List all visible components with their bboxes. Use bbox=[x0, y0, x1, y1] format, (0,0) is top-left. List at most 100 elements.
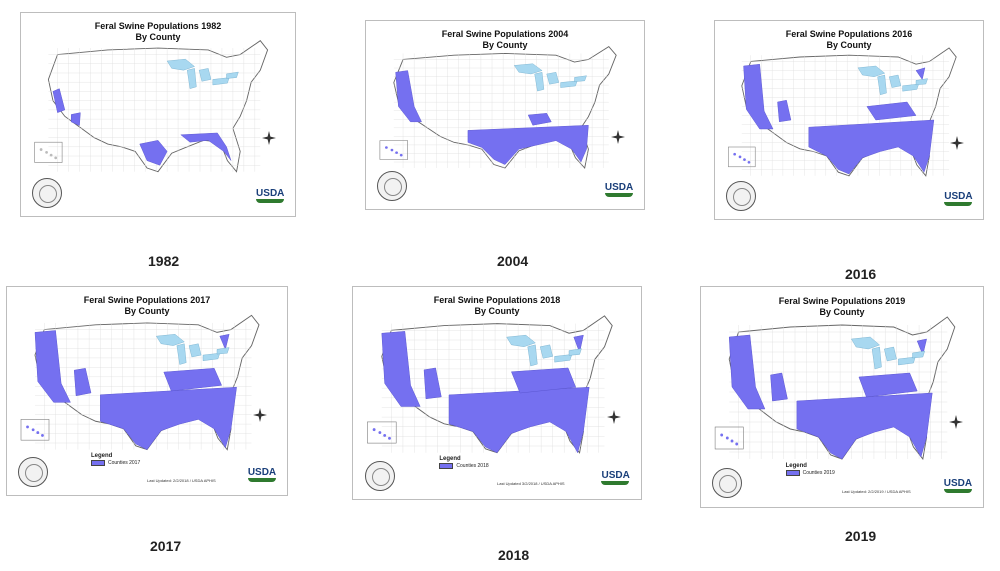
great-lake bbox=[851, 336, 880, 350]
great-lake bbox=[202, 352, 221, 361]
swine-presence-region bbox=[866, 101, 917, 121]
year-label-2004: 2004 bbox=[497, 253, 529, 269]
swine-presence-region bbox=[52, 88, 66, 113]
great-lake bbox=[539, 344, 553, 359]
legend-item-label: Counties 2018 bbox=[456, 463, 489, 470]
swine-presence-region bbox=[527, 113, 552, 126]
swine-presence-region bbox=[180, 132, 232, 161]
map-panel-2016: Feral Swine Populations 2016 By County U… bbox=[714, 20, 984, 220]
map-panel-2004: Feral Swine Populations 2004 By County U… bbox=[365, 20, 645, 210]
us-map-1982 bbox=[34, 40, 269, 173]
swine-presence-region bbox=[34, 330, 71, 403]
year-label-2017: 2017 bbox=[150, 538, 182, 554]
swine-presence-region bbox=[777, 99, 792, 123]
legend-swatch bbox=[785, 470, 800, 477]
hawaii-island bbox=[45, 150, 48, 154]
hawaii-island bbox=[378, 431, 382, 434]
map-subtitle: By County bbox=[826, 39, 872, 50]
year-label-2018: 2018 bbox=[498, 547, 530, 563]
great-lake bbox=[902, 83, 919, 92]
swine-presence-region bbox=[511, 367, 577, 394]
great-lake bbox=[546, 72, 559, 85]
great-lake bbox=[912, 350, 925, 359]
great-lake bbox=[216, 347, 230, 355]
us-map-2004 bbox=[379, 46, 617, 169]
legend-title: Legend bbox=[91, 452, 113, 459]
great-lake bbox=[560, 80, 578, 88]
hawaii-island bbox=[54, 156, 58, 160]
year-label-2019: 2019 bbox=[845, 528, 877, 544]
hawaii-island bbox=[41, 434, 44, 437]
great-lake bbox=[527, 344, 538, 367]
legend-title: Legend bbox=[785, 463, 807, 470]
map-legend: Legend Counties 2017 bbox=[91, 453, 140, 466]
swine-presence-region bbox=[73, 368, 92, 397]
legend-item-label: Counties 2019 bbox=[802, 470, 835, 477]
usda-logo: USDA bbox=[944, 191, 973, 209]
last-updated-note: Last Updated: 2/2/2018 / USDA APHIS bbox=[147, 477, 216, 483]
map-panel-1982: Feral Swine Populations 1982 By County U… bbox=[20, 12, 296, 217]
great-lake bbox=[534, 72, 545, 92]
legend-swatch bbox=[439, 463, 454, 470]
map-legend: Legend Counties 2018 bbox=[439, 456, 489, 470]
swine-presence-region bbox=[423, 367, 442, 400]
aphis-seal bbox=[18, 456, 49, 487]
us-map-2018 bbox=[367, 315, 613, 454]
swine-presence-region bbox=[858, 372, 918, 398]
great-lake bbox=[554, 354, 573, 363]
great-lake bbox=[506, 334, 536, 347]
map-panel-2017: Feral Swine Populations 2017 By County L… bbox=[6, 286, 288, 496]
legend-title: Legend bbox=[439, 456, 461, 463]
aphis-seal bbox=[31, 177, 62, 208]
map-title: Feral Swine Populations 2017 By County bbox=[7, 295, 287, 317]
aphis-seal bbox=[364, 460, 395, 491]
usda-logo: USDA bbox=[247, 467, 276, 485]
swine-presence-region bbox=[915, 67, 926, 81]
great-lake bbox=[212, 77, 230, 86]
hawaii-island bbox=[743, 158, 746, 161]
hawaii-island bbox=[31, 428, 35, 432]
hawaii-inset bbox=[367, 421, 397, 444]
hawaii-island bbox=[26, 425, 29, 429]
us-map-2019 bbox=[714, 316, 956, 461]
map-subtitle: By County bbox=[124, 306, 170, 317]
great-lake bbox=[898, 356, 916, 366]
hawaii-island bbox=[395, 151, 398, 154]
map-title-text: Feral Swine Populations 2017 bbox=[83, 295, 211, 306]
last-updated-note: Last Updated: 2/2/2019 / USDA APHIS bbox=[842, 488, 911, 494]
aphis-seal bbox=[725, 181, 756, 212]
legend-item-label: Counties 2017 bbox=[108, 459, 141, 466]
swine-presence-region bbox=[395, 70, 422, 123]
great-lake bbox=[188, 343, 202, 358]
last-updated-note: Last Updated 3/2/2018 / USDA APHIS bbox=[497, 481, 565, 487]
map-title: Feral Swine Populations 2004 By County bbox=[366, 29, 644, 51]
map-subtitle: By County bbox=[135, 32, 181, 43]
swine-presence-region bbox=[163, 368, 223, 392]
hawaii-island bbox=[390, 148, 394, 152]
usda-logo: USDA bbox=[604, 182, 633, 200]
great-lake bbox=[226, 71, 239, 79]
map-title: Feral Swine Populations 2016 By County bbox=[715, 29, 983, 51]
map-title-text: Feral Swine Populations 2019 bbox=[778, 295, 906, 306]
hawaii-island bbox=[49, 153, 53, 157]
us-map-2017 bbox=[20, 314, 260, 451]
compass-rose-icon bbox=[949, 414, 964, 429]
great-lake bbox=[871, 346, 882, 370]
swine-presence-region bbox=[139, 140, 168, 166]
great-lake bbox=[857, 65, 886, 77]
map-title: Feral Swine Populations 2019 By County bbox=[701, 296, 983, 318]
usda-logo: USDA bbox=[601, 470, 630, 488]
swine-presence-region bbox=[728, 334, 766, 410]
usda-logo: USDA bbox=[943, 478, 972, 496]
hawaii-island bbox=[383, 433, 387, 437]
hawaii-inset bbox=[728, 146, 756, 168]
hawaii-inset bbox=[714, 426, 744, 450]
compass-rose-icon bbox=[261, 130, 276, 145]
hawaii-island bbox=[384, 146, 388, 149]
map-subtitle: By County bbox=[482, 39, 528, 50]
map-title: Feral Swine Populations 1982 By County bbox=[21, 21, 295, 43]
swine-presence-region bbox=[71, 112, 81, 126]
compass-rose-icon bbox=[950, 135, 965, 150]
hawaii-island bbox=[39, 148, 43, 151]
hawaii-island bbox=[738, 155, 742, 159]
